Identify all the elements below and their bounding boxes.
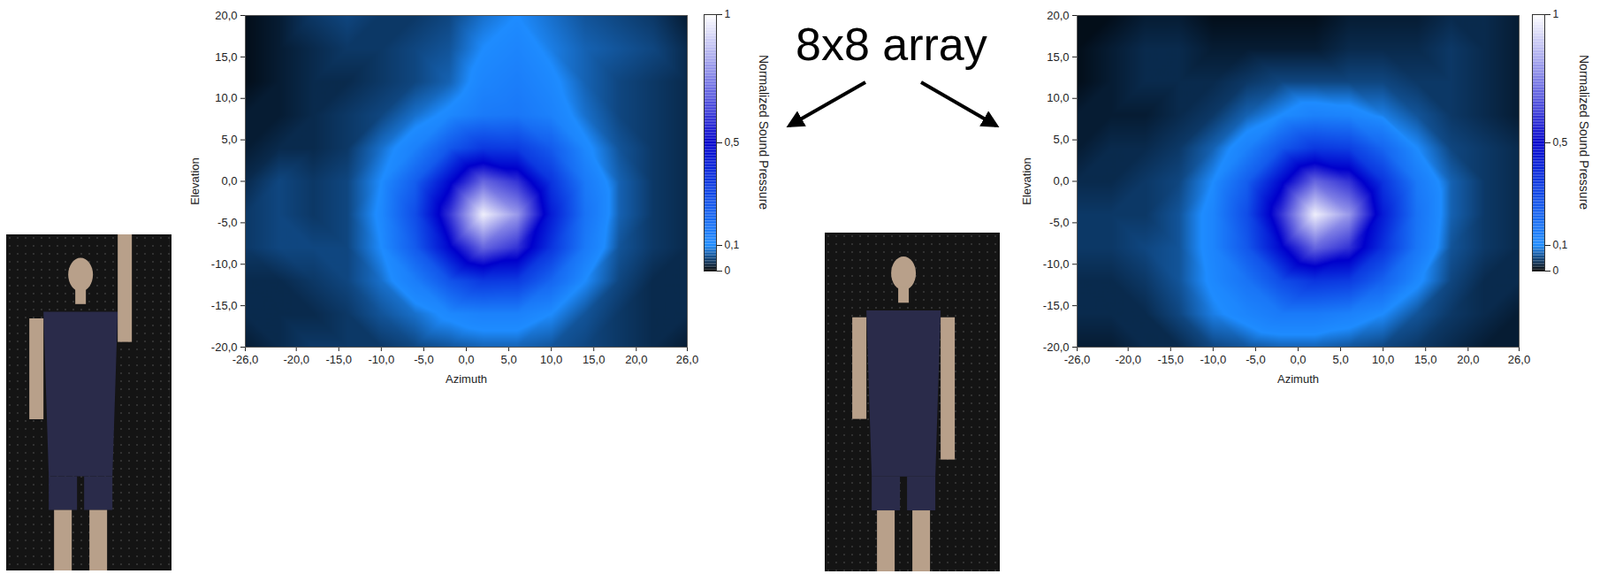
svg-text:-20,0: -20,0 — [282, 352, 310, 366]
svg-text:5,0: 5,0 — [220, 132, 237, 146]
svg-text:0,1: 0,1 — [1553, 238, 1569, 252]
svg-text:5,0: 5,0 — [1052, 132, 1069, 146]
svg-text:-15,0: -15,0 — [1043, 298, 1070, 313]
svg-text:20,0: 20,0 — [1046, 8, 1069, 23]
svg-text:1: 1 — [724, 7, 732, 21]
svg-text:-5,0: -5,0 — [1245, 352, 1265, 366]
html-text:Normalized Sound Pressure: Normalized Sound Pressure — [1577, 54, 1592, 210]
svg-text:-10,0: -10,0 — [368, 352, 396, 366]
svg-text:Azimuth: Azimuth — [445, 372, 488, 386]
svg-text:0,1: 0,1 — [724, 238, 740, 252]
svg-text:0,5: 0,5 — [1553, 136, 1569, 149]
svg-text:0,0: 0,0 — [1052, 174, 1069, 188]
svg-text:15,0: 15,0 — [214, 50, 237, 64]
html-text:Normalized Sound Pressure: Normalized Sound Pressure — [756, 54, 771, 210]
svg-text:-10,0: -10,0 — [211, 257, 238, 271]
svg-text:15,0: 15,0 — [1414, 352, 1437, 366]
svg-text:0: 0 — [1553, 264, 1560, 277]
svg-text:-5,0: -5,0 — [413, 352, 434, 366]
svg-text:-20,0: -20,0 — [1043, 340, 1070, 354]
svg-text:0,0: 0,0 — [220, 174, 237, 188]
svg-text:15,0: 15,0 — [582, 352, 605, 366]
svg-text:10,0: 10,0 — [1046, 91, 1069, 105]
svg-text:20,0: 20,0 — [214, 8, 237, 23]
svg-text:1: 1 — [1553, 7, 1560, 21]
svg-text:Elevation: Elevation — [188, 157, 202, 205]
svg-text:0,5: 0,5 — [724, 136, 740, 149]
svg-text:20,0: 20,0 — [1456, 352, 1479, 366]
html-text:8x8 array: 8x8 array — [795, 18, 988, 70]
svg-text:-15,0: -15,0 — [1157, 352, 1184, 366]
svg-text:-20,0: -20,0 — [211, 340, 238, 354]
svg-text:-10,0: -10,0 — [1200, 352, 1227, 366]
svg-text:26,0: 26,0 — [1508, 352, 1531, 366]
svg-text:10,0: 10,0 — [1371, 352, 1395, 366]
svg-text:0,0: 0,0 — [457, 352, 474, 366]
svg-text:10,0: 10,0 — [214, 91, 237, 105]
svg-text:-26,0: -26,0 — [1064, 352, 1091, 366]
svg-text:26,0: 26,0 — [676, 352, 699, 366]
svg-text:Elevation: Elevation — [1020, 157, 1034, 205]
svg-text:0,0: 0,0 — [1289, 352, 1306, 366]
svg-text:-5,0: -5,0 — [217, 215, 237, 229]
svg-text:-15,0: -15,0 — [211, 298, 238, 313]
svg-text:-5,0: -5,0 — [1049, 215, 1069, 229]
svg-text:5,0: 5,0 — [501, 352, 518, 366]
svg-text:Azimuth: Azimuth — [1277, 372, 1319, 386]
svg-text:-20,0: -20,0 — [1114, 352, 1142, 366]
svg-text:15,0: 15,0 — [1046, 50, 1069, 64]
svg-text:10,0: 10,0 — [540, 352, 563, 366]
svg-text:20,0: 20,0 — [624, 352, 648, 366]
svg-text:-26,0: -26,0 — [232, 352, 260, 366]
svg-text:0: 0 — [724, 264, 732, 277]
svg-text:-10,0: -10,0 — [1043, 257, 1070, 271]
svg-text:5,0: 5,0 — [1333, 352, 1349, 366]
svg-text:-15,0: -15,0 — [325, 352, 352, 366]
